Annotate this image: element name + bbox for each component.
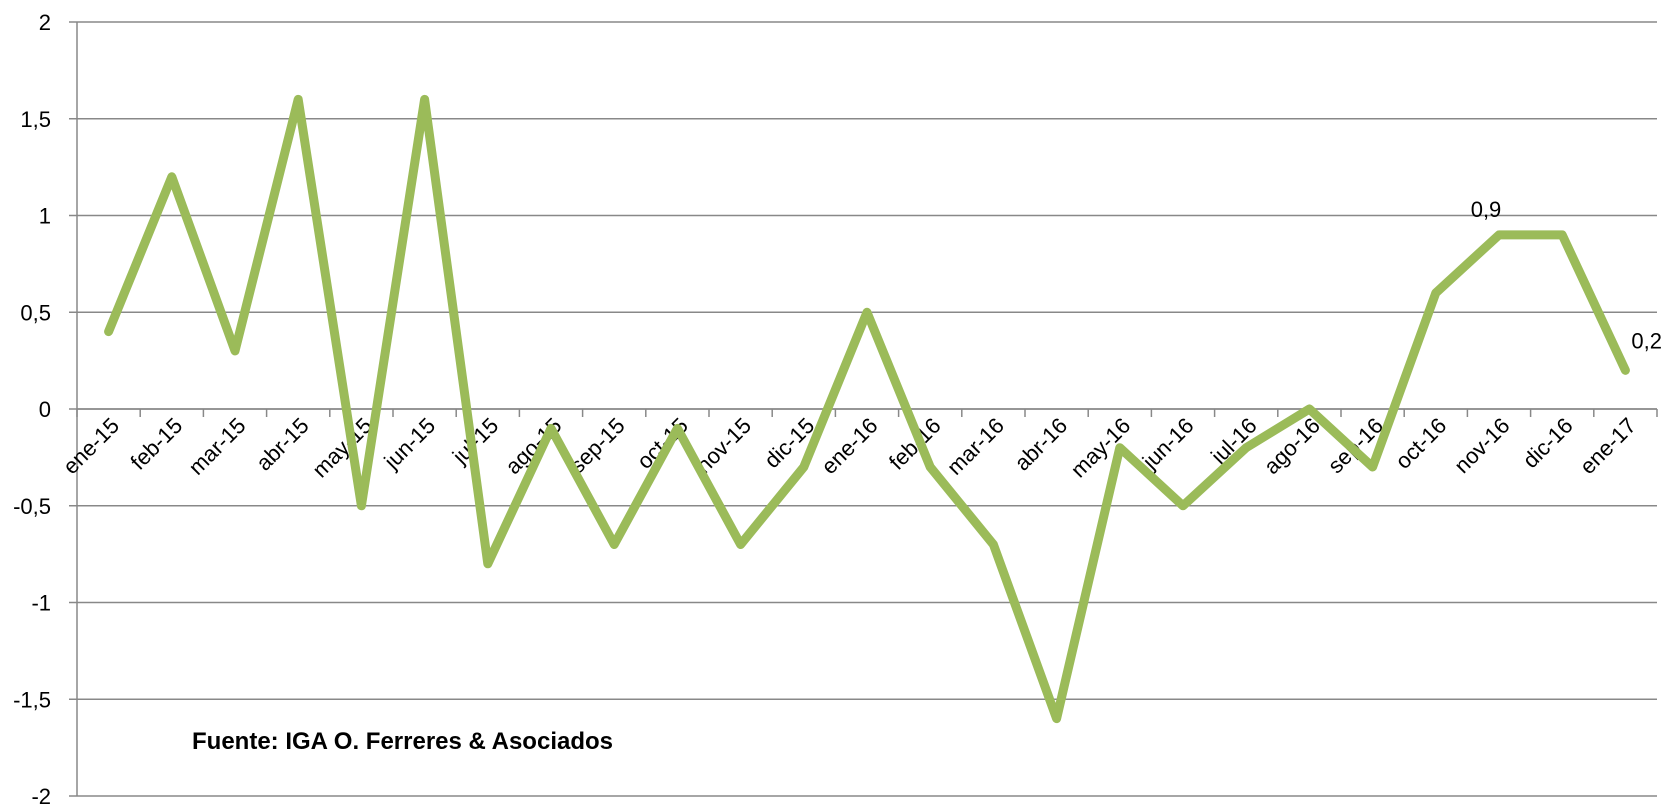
x-tick-label: dic-16 <box>1518 413 1578 473</box>
data-point <box>612 542 617 547</box>
y-tick-label: 0 <box>39 397 51 422</box>
y-tick-label: 0,5 <box>20 300 51 325</box>
data-point <box>233 348 237 353</box>
y-tick-label: -1,5 <box>13 687 51 712</box>
data-point <box>1181 503 1185 508</box>
x-tick-label: jun-16 <box>1137 413 1199 475</box>
data-point <box>1370 465 1375 470</box>
x-tick-label: abr-15 <box>251 413 314 476</box>
source-annotation: Fuente: IGA O. Ferreres & Asociados <box>192 728 613 755</box>
y-tick-label: -0,5 <box>13 494 51 519</box>
data-point <box>865 310 869 315</box>
data-point <box>296 97 301 102</box>
data-point <box>928 465 933 470</box>
x-tick-label: mar-16 <box>942 413 1009 480</box>
y-tick-label: -1 <box>31 591 51 616</box>
data-point <box>738 542 743 547</box>
data-label: 0,2 <box>1631 328 1662 353</box>
data-point <box>1244 445 1249 450</box>
data-point <box>359 503 364 508</box>
data-point <box>801 465 806 470</box>
data-point <box>1054 716 1059 721</box>
data-labels: 0,9 0,2 <box>1471 197 1662 353</box>
x-tick-label: mar-15 <box>184 413 251 480</box>
x-tick-label: jun-15 <box>379 413 441 475</box>
y-tick-label: 1 <box>39 204 51 229</box>
y-tick-label: 1,5 <box>20 107 51 132</box>
data-point <box>675 426 680 431</box>
data-point <box>549 426 553 431</box>
data-point <box>1117 445 1122 450</box>
data-point <box>1497 232 1501 237</box>
x-tick-label: feb-15 <box>126 413 188 475</box>
y-tick-label: 2 <box>39 10 51 35</box>
x-tick-label: nov-16 <box>1449 413 1514 478</box>
data-point <box>991 542 996 547</box>
data-point <box>1433 290 1438 295</box>
data-point <box>485 561 490 566</box>
data-point <box>169 174 174 179</box>
x-tick-label: abr-16 <box>1009 413 1072 476</box>
data-point <box>1623 368 1628 373</box>
x-tick-label: ene-15 <box>58 413 124 479</box>
x-tick-label: oct-16 <box>1390 413 1451 474</box>
data-label: 0,9 <box>1471 197 1502 222</box>
axes <box>76 22 1658 796</box>
data-point <box>422 97 427 102</box>
y-tick-label: -2 <box>31 784 51 808</box>
data-point <box>1560 232 1565 237</box>
data-point <box>106 329 111 334</box>
series-group <box>104 94 1630 724</box>
y-axis-ticks: 2 1,5 1 0,5 0 -0,5 -1 -1,5 -2 <box>13 10 51 808</box>
data-point <box>1307 407 1312 411</box>
x-tick-label: ene-17 <box>1575 413 1641 479</box>
